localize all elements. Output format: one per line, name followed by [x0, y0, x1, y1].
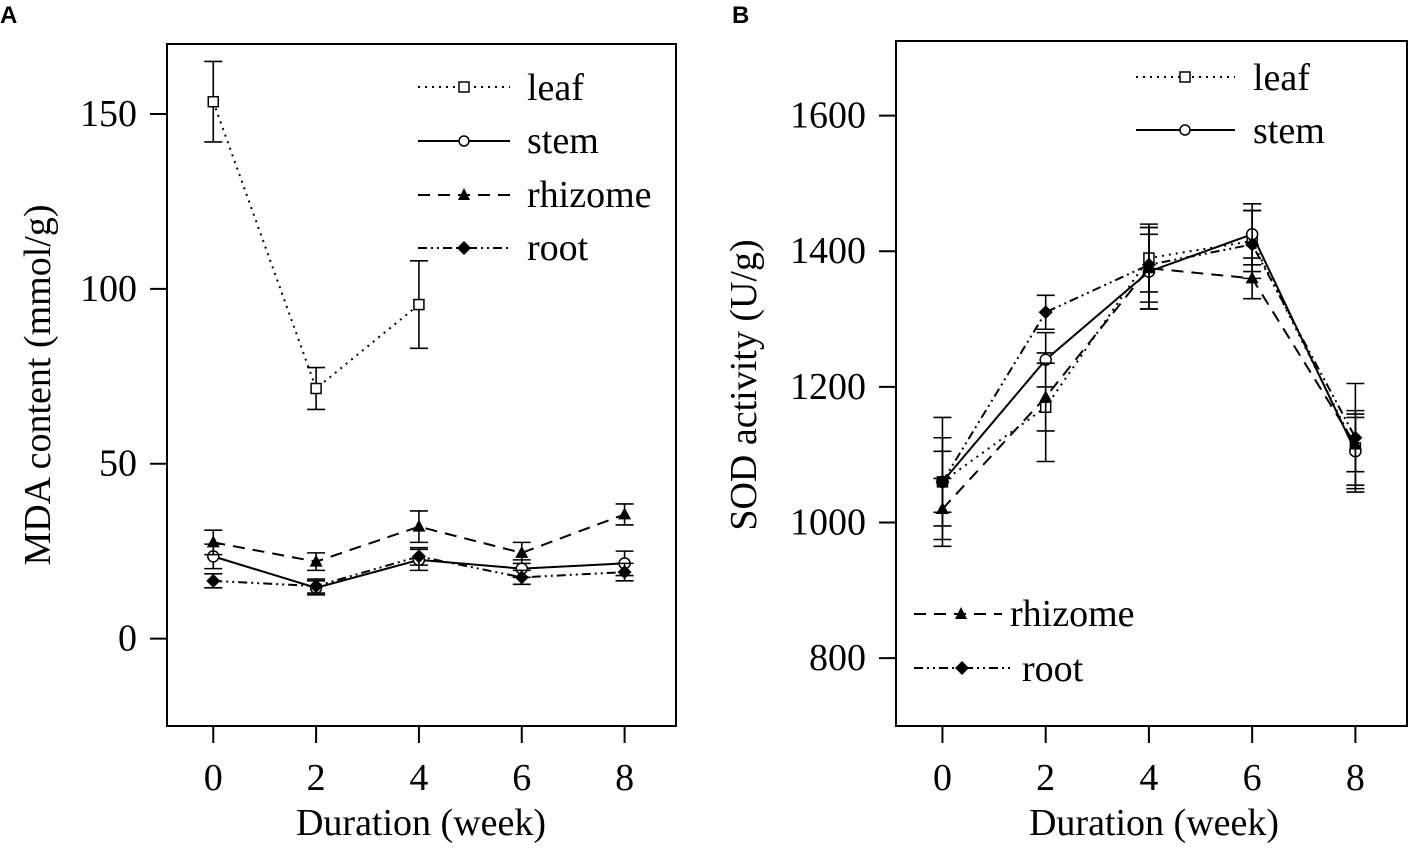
- legend-item-root: root: [418, 227, 589, 269]
- data-point-root: [206, 573, 221, 588]
- panel-a-plot-frame: [166, 43, 677, 727]
- panel-b-x-axis: 0 2 4 6 8: [933, 726, 1365, 799]
- legend-label-stem: stem: [527, 120, 599, 162]
- panel-a-letter: A: [0, 2, 17, 29]
- panel-b-legend: leaf stem rhizome root: [914, 57, 1325, 690]
- x-tick-label: 8: [1346, 757, 1365, 799]
- x-tick-label: 0: [204, 757, 223, 799]
- series-root: [204, 546, 634, 594]
- data-point-rhizome: [1039, 390, 1053, 403]
- data-point-leaf: [310, 382, 322, 395]
- series-leaf: [204, 60, 428, 411]
- data-point-rhizome: [309, 554, 323, 567]
- legend-label-leaf: leaf: [527, 67, 584, 109]
- legend-marker-rhizome: [458, 188, 470, 200]
- legend-item-stem: stem: [1136, 110, 1325, 152]
- panel-a-legend: leaf stem rhizome root: [418, 67, 652, 269]
- y-tick-label: 50: [99, 443, 137, 485]
- panel-b-series-layer: [933, 202, 1365, 548]
- y-tick-label: 1200: [790, 366, 866, 408]
- data-point-root: [1245, 237, 1260, 252]
- legend-marker-rhizome: [955, 607, 967, 619]
- legend-item-leaf: leaf: [418, 67, 584, 109]
- y-tick-label: 800: [809, 637, 866, 679]
- series-line-rhizome: [213, 513, 625, 563]
- data-point-root: [309, 579, 324, 594]
- legend-item-leaf: leaf: [1136, 57, 1310, 99]
- panel-b-letter: B: [732, 2, 749, 29]
- data-point-rhizome: [515, 545, 529, 558]
- legend-label-stem: stem: [1253, 110, 1325, 152]
- y-tick-label: 1600: [790, 95, 866, 137]
- series-root: [933, 209, 1365, 548]
- panel-a-y-axis-label: MDA content (mmol/g): [17, 205, 59, 566]
- legend-item-stem: stem: [418, 120, 599, 162]
- x-tick-label: 2: [1036, 757, 1055, 799]
- series-line-leaf: [212, 101, 420, 391]
- x-tick-label: 0: [933, 757, 952, 799]
- x-tick-label: 4: [1139, 757, 1158, 799]
- panel-a-series-layer: [204, 60, 634, 596]
- data-point-root: [514, 570, 529, 585]
- legend-marker-stem: [1179, 124, 1191, 136]
- x-tick-label: 6: [1243, 757, 1262, 799]
- legend-label-root: root: [1022, 648, 1084, 690]
- data-point-root: [935, 474, 950, 489]
- panel-a-x-axis: 0 2 4 6 8: [204, 726, 634, 799]
- panel-b-y-axis: 800 1000 1200 1400 1600: [790, 95, 896, 679]
- legend-item-rhizome: rhizome: [914, 593, 1135, 635]
- legend-item-root: root: [914, 648, 1084, 690]
- series-rhizome: [204, 503, 634, 572]
- data-point-leaf: [207, 95, 220, 108]
- y-tick-label: 0: [118, 618, 137, 660]
- legend-label-rhizome: rhizome: [1010, 593, 1135, 635]
- x-tick-label: 4: [409, 757, 428, 799]
- legend-marker-stem: [458, 135, 470, 147]
- x-tick-label: 6: [512, 757, 531, 799]
- legend-marker-leaf: [458, 81, 470, 93]
- panel-b-y-axis-label: SOD activity (U/g): [723, 239, 765, 530]
- panel-b-plot-frame: [895, 40, 1408, 727]
- data-point-rhizome: [206, 535, 220, 548]
- legend-label-rhizome: rhizome: [527, 174, 652, 216]
- panel-b-x-axis-label: Duration (week): [1029, 802, 1279, 844]
- y-tick-label: 1400: [790, 230, 866, 272]
- data-point-root: [1141, 257, 1156, 272]
- legend-label-leaf: leaf: [1253, 57, 1310, 99]
- legend-marker-root: [955, 661, 969, 675]
- data-point-root: [617, 565, 632, 580]
- data-point-rhizome: [412, 519, 426, 532]
- panel-a-x-axis-label: Duration (week): [296, 802, 546, 844]
- series-line-rhizome: [941, 267, 1357, 510]
- data-point-root: [1038, 305, 1053, 320]
- panel-a: A 0 50 100 150 0 2 4 6 8 Duration (week) MDA co…: [0, 2, 677, 844]
- data-point-rhizome: [618, 507, 632, 520]
- legend-label-root: root: [527, 227, 589, 269]
- x-tick-label: 8: [615, 757, 634, 799]
- legend-marker-root: [457, 241, 471, 255]
- legend-marker-leaf: [1179, 71, 1191, 83]
- data-point-leaf: [413, 298, 425, 311]
- data-point-root: [1348, 430, 1363, 445]
- panel-b: B 800 1000 1200 1400 1600 0 2 4 6 8 Duration (we…: [723, 2, 1408, 844]
- series-line-root: [941, 243, 1357, 483]
- y-tick-label: 100: [80, 268, 137, 310]
- y-tick-label: 1000: [790, 502, 866, 544]
- x-tick-label: 2: [307, 757, 326, 799]
- data-point-root: [411, 549, 426, 564]
- panel-a-y-axis: 0 50 100 150: [80, 93, 167, 660]
- y-tick-label: 150: [80, 93, 137, 135]
- legend-item-rhizome: rhizome: [418, 174, 652, 216]
